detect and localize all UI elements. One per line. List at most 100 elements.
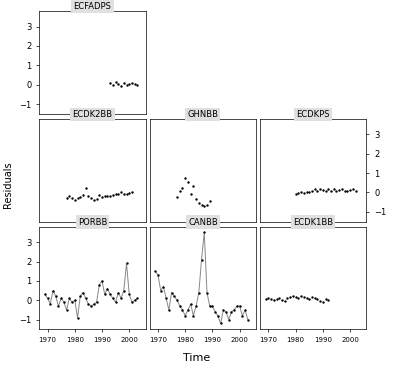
Point — [174, 297, 180, 303]
Point — [96, 192, 102, 198]
Point — [234, 303, 240, 309]
Point — [82, 185, 89, 191]
Point — [123, 191, 130, 197]
Point — [121, 191, 127, 197]
Point — [126, 191, 132, 196]
Point — [61, 299, 67, 305]
Point — [179, 185, 186, 191]
Point — [163, 295, 169, 301]
Point — [132, 81, 138, 87]
Point — [201, 203, 207, 209]
Point — [196, 200, 202, 206]
Point — [118, 189, 124, 195]
Point — [52, 293, 59, 299]
Point — [226, 317, 232, 323]
Point — [306, 189, 312, 195]
Point — [88, 303, 94, 309]
Point — [199, 257, 205, 263]
Point — [99, 278, 105, 284]
Point — [185, 307, 191, 313]
Point — [129, 80, 135, 86]
Point — [91, 301, 97, 307]
Point — [231, 307, 237, 313]
Point — [118, 83, 124, 89]
Point — [93, 196, 100, 202]
Point — [201, 229, 207, 235]
Point — [344, 188, 351, 194]
Point — [236, 303, 243, 309]
Point — [298, 189, 304, 195]
Title: ECDK2BB: ECDK2BB — [72, 110, 113, 119]
Point — [220, 307, 227, 313]
Point — [188, 301, 194, 307]
Point — [182, 313, 188, 319]
Point — [63, 195, 70, 201]
Point — [196, 290, 202, 296]
Point — [110, 295, 116, 301]
Point — [179, 307, 186, 313]
Point — [190, 183, 197, 189]
Point — [265, 295, 271, 301]
Point — [182, 175, 188, 181]
Point — [206, 303, 213, 309]
Point — [55, 303, 61, 309]
Point — [72, 197, 78, 203]
Point — [45, 295, 51, 301]
Point — [77, 293, 84, 299]
Point — [339, 186, 345, 192]
Point — [282, 298, 288, 304]
Point — [206, 198, 213, 204]
Point — [85, 194, 91, 199]
Point — [312, 295, 318, 301]
Point — [77, 194, 84, 200]
Point — [166, 307, 172, 313]
Point — [273, 296, 280, 302]
Point — [110, 82, 116, 88]
Point — [347, 186, 353, 192]
Point — [69, 299, 75, 305]
Point — [63, 307, 70, 313]
Point — [66, 295, 72, 301]
Point — [188, 191, 194, 197]
Point — [110, 192, 116, 198]
Point — [121, 287, 127, 293]
Point — [284, 295, 291, 301]
Point — [276, 295, 282, 301]
Point — [112, 79, 119, 85]
Point — [69, 195, 75, 201]
Point — [325, 186, 331, 192]
Point — [292, 191, 299, 197]
Point — [287, 295, 294, 300]
Point — [129, 299, 135, 305]
Point — [115, 81, 121, 87]
Point — [325, 297, 331, 303]
Point — [134, 82, 141, 88]
Point — [306, 296, 312, 302]
Point — [126, 81, 132, 87]
Point — [204, 202, 210, 208]
Point — [107, 292, 113, 297]
Point — [50, 287, 56, 293]
Point — [342, 188, 348, 194]
Point — [317, 298, 323, 304]
Point — [331, 186, 337, 192]
Point — [320, 299, 326, 305]
Point — [301, 191, 307, 196]
Point — [74, 315, 81, 321]
Point — [118, 295, 124, 301]
Point — [123, 82, 130, 88]
Point — [223, 309, 229, 315]
Point — [336, 186, 342, 192]
Point — [58, 295, 64, 301]
Point — [204, 290, 210, 296]
Point — [123, 260, 130, 266]
Text: Residuals: Residuals — [3, 162, 13, 208]
Point — [126, 292, 132, 297]
Point — [333, 188, 340, 194]
Point — [268, 296, 274, 302]
Point — [322, 296, 329, 302]
Point — [152, 268, 158, 274]
Point — [217, 320, 224, 326]
Point — [121, 80, 127, 86]
Point — [115, 191, 121, 197]
